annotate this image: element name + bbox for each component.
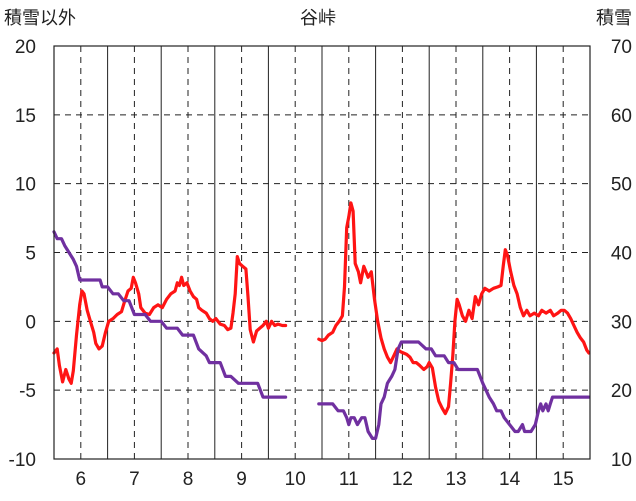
right-y-tick-label: 40 xyxy=(611,244,632,265)
right-y-tick-label: 10 xyxy=(611,450,632,471)
left-y-tick-label: -10 xyxy=(9,450,36,471)
right-axis-label: 積雪 xyxy=(596,8,632,29)
series-lines xyxy=(52,201,591,440)
left-y-tick-label: 5 xyxy=(25,244,36,265)
right-series-line-segment-2 xyxy=(317,340,591,440)
right-y-tick-label: 70 xyxy=(611,37,632,58)
x-tick-label: 6 xyxy=(76,469,87,490)
left-series-line-segment-1 xyxy=(52,255,288,385)
grid-lines xyxy=(54,46,590,459)
x-tick-label: 7 xyxy=(129,469,140,490)
left-series-line-segment-2 xyxy=(317,201,591,416)
left-y-tick-label: 10 xyxy=(15,175,36,196)
x-tick-label: 8 xyxy=(183,469,194,490)
x-tick-label: 14 xyxy=(499,469,521,490)
x-tick-label: 9 xyxy=(236,469,247,490)
x-tick-label: 15 xyxy=(553,469,574,490)
x-tick-label: 10 xyxy=(285,469,306,490)
left-y-tick-label: 15 xyxy=(15,106,36,127)
left-y-tick-label: 20 xyxy=(15,37,36,58)
left-axis-label: 積雪以外 xyxy=(4,8,76,29)
left-y-tick-label: -5 xyxy=(19,381,36,402)
chart-title: 谷峠 xyxy=(300,8,336,29)
x-tick-label: 11 xyxy=(339,469,359,490)
right-y-tick-label: 30 xyxy=(611,312,632,333)
right-y-tick-label: 20 xyxy=(611,381,632,402)
left-y-tick-label: 0 xyxy=(25,312,36,333)
plot-frame xyxy=(53,45,591,460)
x-tick-label: 13 xyxy=(445,469,466,490)
right-y-tick-label: 50 xyxy=(611,175,632,196)
right-y-tick-label: 60 xyxy=(611,106,632,127)
right-series-line-segment-1 xyxy=(52,230,288,399)
x-tick-label: 12 xyxy=(392,469,413,490)
